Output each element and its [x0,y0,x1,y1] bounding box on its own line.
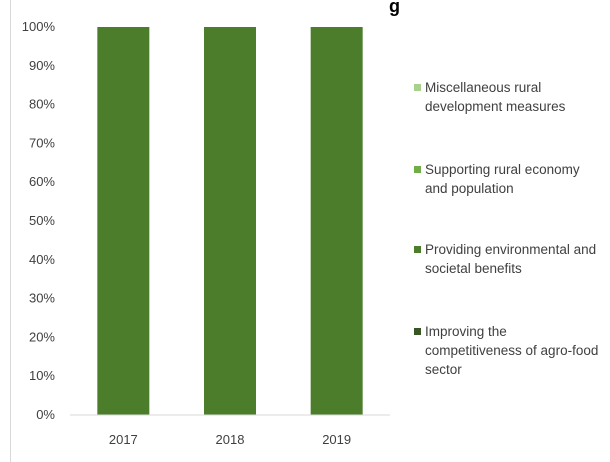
legend-item: Miscellaneous rural development measures [414,78,604,116]
x-axis: 2017 2018 2019 [109,432,351,447]
y-tick-label: 90% [29,58,55,73]
y-axis: 0% 10% 20% 30% 40% 50% 60% 70% 80% 90% 100% [22,19,56,422]
y-tick-label: 0% [36,407,55,422]
bar-2017-series-1 [97,27,150,415]
y-tick-label: 70% [29,135,55,150]
legend-item: Supporting rural economy and population [414,160,604,198]
x-tick-label: 2018 [216,432,245,447]
chart-title-fragment: g [389,0,400,16]
y-tick-label: 60% [29,174,55,189]
y-tick-label: 40% [29,252,55,267]
legend-label: Providing environmental and societal bene… [425,242,597,276]
legend-label: Supporting rural economy and population [425,162,580,196]
y-tick-label: 20% [29,329,55,344]
chart-left-border [10,0,11,462]
y-tick-label: 10% [29,368,55,383]
bar-2018-series-1 [204,27,256,415]
legend-label: Miscellaneous rural development measures [425,80,566,114]
y-tick-label: 50% [29,213,55,228]
x-tick-label: 2017 [109,432,138,447]
legend-item: Providing environmental and societal bene… [414,240,604,278]
x-tick-label: 2019 [322,432,351,447]
y-tick-label: 80% [29,97,55,112]
legend-swatch [414,166,421,173]
legend-item: Improving the competitiveness of agro-foo… [414,322,604,379]
y-tick-label: 100% [22,19,56,34]
legend-swatch [414,84,421,91]
bar-2019-series-1 [310,27,363,415]
legend-swatch [414,328,421,335]
legend-swatch [414,246,421,253]
legend-label: Improving the competitiveness of agro-foo… [425,324,599,377]
bars [97,27,363,415]
y-tick-label: 30% [29,291,55,306]
